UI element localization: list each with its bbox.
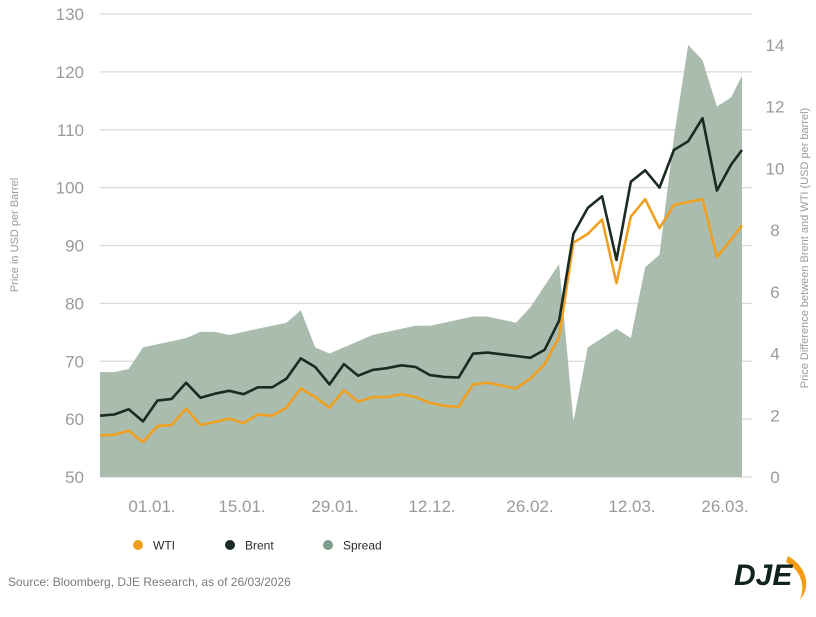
legend-label: Spread xyxy=(343,539,382,553)
x-tick-label: 26.02. xyxy=(506,497,553,516)
legend-item-spread: Spread xyxy=(323,539,382,553)
right-tick-label: 6 xyxy=(770,283,779,302)
x-tick-label: 01.01. xyxy=(128,497,175,516)
left-tick-label: 120 xyxy=(56,63,84,82)
left-tick-label: 100 xyxy=(56,179,84,198)
legend-marker xyxy=(133,540,143,550)
logo-text: DJE xyxy=(734,559,793,592)
legend-label: Brent xyxy=(245,539,274,553)
legend-marker xyxy=(323,540,333,550)
dje-logo: DJE xyxy=(734,556,807,600)
right-axis-ticks: 0 2 4 6 8 10 12 14 xyxy=(766,36,785,487)
legend-label: WTI xyxy=(153,539,175,553)
x-tick-label: 15.01. xyxy=(218,497,265,516)
x-tick-label: 12.03. xyxy=(608,497,655,516)
wti-line xyxy=(99,197,744,444)
legend: WTI Brent Spread xyxy=(133,539,382,553)
legend-item-wti: WTI xyxy=(133,539,175,553)
left-tick-label: 50 xyxy=(65,468,84,487)
x-axis-ticks: 01.01. 15.01. 29.01. 12.12. 26.02. 12.03. 26.0… xyxy=(128,497,748,516)
left-tick-label: 90 xyxy=(65,237,84,256)
left-tick-label: 70 xyxy=(65,352,84,371)
left-tick-label: 60 xyxy=(65,410,84,429)
logo-swoosh xyxy=(786,556,807,600)
left-tick-label: 130 xyxy=(56,5,84,24)
left-axis-ticks: 50 60 70 80 90 100 110 120 130 xyxy=(56,5,84,487)
brent-line xyxy=(99,116,744,423)
left-tick-label: 80 xyxy=(65,294,84,313)
right-tick-label: 2 xyxy=(770,406,779,425)
right-axis-title: Price Difference between Brent and WTI (… xyxy=(799,108,811,388)
legend-marker xyxy=(225,540,235,550)
right-tick-label: 14 xyxy=(766,36,785,55)
left-tick-label: 110 xyxy=(57,121,84,140)
right-tick-label: 12 xyxy=(766,98,785,117)
right-tick-label: 4 xyxy=(770,345,779,364)
legend-item-brent: Brent xyxy=(225,539,274,553)
left-axis-title: Price in USD per Barrel xyxy=(9,178,21,292)
x-tick-label: 29.01. xyxy=(311,497,358,516)
right-tick-label: 0 xyxy=(770,468,779,487)
spread-area xyxy=(100,44,742,478)
x-tick-label: 26.03. xyxy=(701,497,748,516)
right-tick-label: 10 xyxy=(766,159,785,178)
source-note: Source: Bloomberg, DJE Research, as of 2… xyxy=(8,575,291,589)
right-tick-label: 8 xyxy=(770,221,779,240)
x-tick-label: 12.12. xyxy=(408,497,455,516)
